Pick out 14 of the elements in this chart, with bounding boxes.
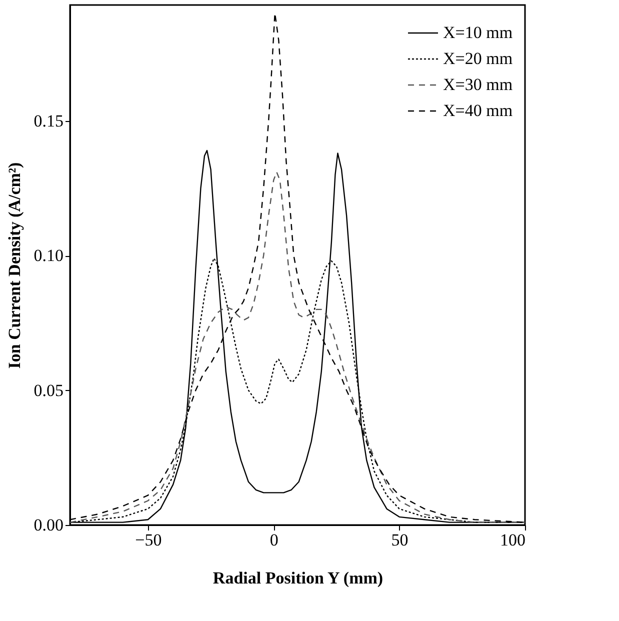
y-tick-label: 0.05 bbox=[34, 380, 64, 400]
legend-label: X=20 mm bbox=[443, 49, 513, 68]
legend-label: X=30 mm bbox=[443, 75, 513, 94]
x-tick-label: −50 bbox=[135, 530, 162, 550]
x-axis-title: Radial Position Y (mm) bbox=[212, 568, 384, 588]
x-tick-label: 0 bbox=[270, 530, 278, 550]
x-tick-label: 50 bbox=[391, 530, 408, 550]
y-tick-label: 0.10 bbox=[34, 246, 64, 266]
legend-label: X=40 mm bbox=[443, 101, 513, 120]
y-tick-label: 0.15 bbox=[34, 111, 64, 130]
x-tick-label: 100 bbox=[500, 530, 526, 550]
y-axis-title: Ion Current Density (A/cm²) bbox=[4, 162, 24, 369]
y-tick-label: 0.00 bbox=[34, 516, 64, 534]
legend-label: X=10 mm bbox=[443, 23, 513, 42]
